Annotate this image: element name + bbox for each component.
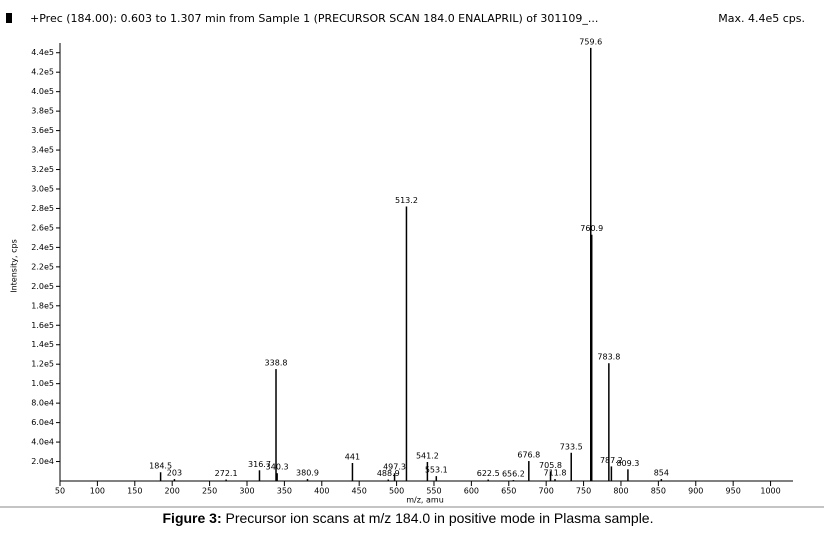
y-tick-label: 4.4e5 — [31, 48, 54, 57]
y-tick-label: 1.4e5 — [31, 340, 54, 349]
y-tick-label: 4.2e5 — [31, 68, 54, 77]
header-title: +Prec (184.00): 0.603 to 1.307 min from … — [30, 12, 598, 25]
peak-label: 380.9 — [296, 469, 319, 478]
peak-label: 553.1 — [425, 466, 448, 475]
x-axis-label: m/z, amu — [406, 496, 444, 505]
x-tick-label: 400 — [314, 487, 329, 496]
caption-text: Precursor ion scans at m/z 184.0 in posi… — [226, 510, 654, 526]
y-axis-label: Intensity, cps — [10, 239, 19, 293]
y-tick-label: 4.0e4 — [31, 438, 54, 447]
peak-label: 184.5 — [149, 462, 172, 471]
x-tick-label: 650 — [501, 487, 516, 496]
max-label: Max. 4.4e5 cps. — [718, 12, 805, 25]
peak-label: 705.8 — [539, 461, 562, 470]
x-tick-label: 700 — [539, 487, 554, 496]
peak-label: 676.8 — [517, 451, 540, 460]
peak-label: 809.3 — [616, 459, 639, 468]
x-tick-label: 900 — [688, 487, 703, 496]
peak-label: 783.8 — [597, 353, 620, 362]
x-tick-label: 350 — [277, 487, 292, 496]
peak-label: 203 — [167, 469, 182, 478]
peak-label: 340.3 — [266, 463, 289, 472]
header-icon — [6, 13, 12, 23]
peak-label: 441 — [345, 452, 360, 461]
x-tick-label: 1000 — [760, 487, 780, 496]
x-tick-label: 150 — [127, 487, 142, 496]
x-tick-label: 100 — [90, 487, 105, 496]
y-tick-label: 2.6e5 — [31, 223, 54, 232]
x-tick-label: 850 — [651, 487, 666, 496]
y-tick-label: 6.0e4 — [31, 418, 54, 427]
y-tick-label: 2.2e5 — [31, 262, 54, 271]
caption: Figure 3: Precursor ion scans at m/z 184… — [163, 510, 654, 526]
caption-label: Figure 3: — [163, 510, 222, 526]
peak-label: 759.6 — [579, 37, 602, 46]
y-tick-label: 1.0e5 — [31, 379, 54, 388]
y-tick-label: 3.8e5 — [31, 107, 54, 116]
peak-label: 488.9 — [377, 469, 400, 478]
y-tick-label: 3.4e5 — [31, 146, 54, 155]
y-tick-label: 3.2e5 — [31, 165, 54, 174]
peak-label: 787.2 — [600, 456, 623, 465]
y-tick-label: 2.0e4 — [31, 457, 54, 466]
x-tick-label: 200 — [165, 487, 180, 496]
y-tick-label: 2.8e5 — [31, 204, 54, 213]
peak-label: 711.8 — [544, 469, 567, 478]
x-tick-label: 450 — [352, 487, 367, 496]
y-tick-label: 3.6e5 — [31, 126, 54, 135]
peak-label: 656.2 — [502, 470, 525, 479]
y-tick-label: 1.2e5 — [31, 360, 54, 369]
peak-label: 854 — [654, 469, 669, 478]
peak-label: 316.7 — [248, 460, 271, 469]
peak-label: 272.1 — [215, 469, 238, 478]
peak-label: 338.8 — [265, 359, 288, 368]
x-tick-label: 600 — [464, 487, 479, 496]
y-tick-label: 2.0e5 — [31, 282, 54, 291]
x-tick-label: 800 — [613, 487, 628, 496]
x-tick-label: 750 — [576, 487, 591, 496]
y-tick-label: 1.6e5 — [31, 321, 54, 330]
x-tick-label: 50 — [55, 487, 65, 496]
peak-label: 541.2 — [416, 452, 439, 461]
y-tick-label: 3.0e5 — [31, 185, 54, 194]
peak-label: 622.5 — [477, 469, 500, 478]
peak-label: 733.5 — [560, 442, 583, 451]
x-tick-label: 500 — [389, 487, 404, 496]
x-tick-label: 300 — [239, 487, 254, 496]
y-tick-label: 8.0e4 — [31, 399, 54, 408]
y-tick-label: 4.0e5 — [31, 87, 54, 96]
peak-label: 760.9 — [580, 224, 603, 233]
y-tick-label: 1.8e5 — [31, 301, 54, 310]
x-tick-label: 950 — [726, 487, 741, 496]
peak-label: 513.2 — [395, 196, 418, 205]
x-tick-label: 550 — [426, 487, 441, 496]
x-tick-label: 250 — [202, 487, 217, 496]
peak-label: 497.3 — [383, 463, 406, 472]
y-tick-label: 2.4e5 — [31, 243, 54, 252]
